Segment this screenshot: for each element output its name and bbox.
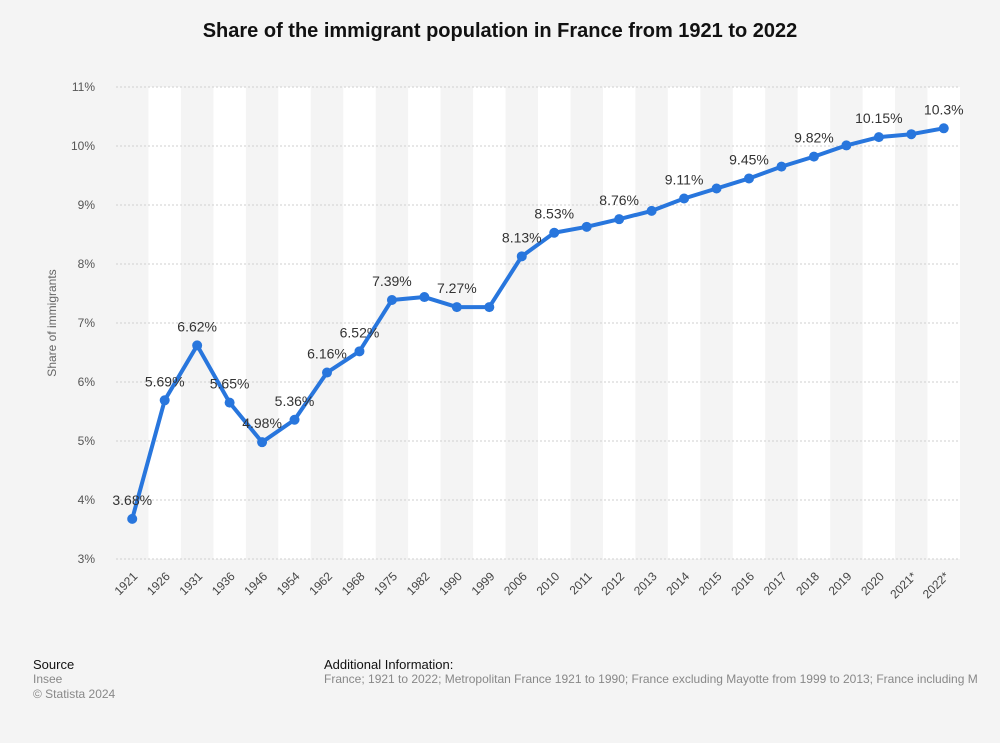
x-tick-label: 1982 <box>404 569 433 598</box>
data-point <box>159 395 170 406</box>
x-tick-label: 1975 <box>371 569 400 598</box>
data-point <box>549 227 560 238</box>
data-point <box>354 346 365 357</box>
column-band <box>862 87 896 559</box>
data-point <box>484 302 495 313</box>
x-tick-label: 2010 <box>534 569 563 598</box>
data-label: 5.69% <box>145 373 185 389</box>
data-point <box>873 132 884 143</box>
x-tick-label: 2015 <box>696 569 725 598</box>
x-tick-label: 1931 <box>176 569 205 598</box>
data-label: 9.82% <box>794 130 834 146</box>
y-axis-title: Share of immigrants <box>45 269 59 376</box>
data-point <box>192 340 203 351</box>
data-label: 7.27% <box>437 280 477 296</box>
series-line <box>130 126 946 521</box>
data-point <box>386 294 397 305</box>
data-point <box>679 193 690 204</box>
copyright-text: © Statista 2024 <box>33 687 116 701</box>
data-point <box>224 397 235 408</box>
data-label: 10.3% <box>924 101 964 117</box>
data-point <box>516 251 527 262</box>
data-label: 9.45% <box>729 151 769 167</box>
source-name: Insee <box>33 672 63 686</box>
data-label: 3.68% <box>112 492 152 508</box>
data-label: 6.62% <box>177 318 217 334</box>
data-point <box>938 123 949 134</box>
data-point <box>581 221 592 232</box>
data-label: 5.65% <box>210 376 250 392</box>
x-tick-label: 1936 <box>209 569 238 598</box>
data-label: 8.13% <box>502 229 542 245</box>
x-tick-label: 1990 <box>436 569 465 598</box>
data-label: 7.39% <box>372 273 412 289</box>
data-label: 6.52% <box>340 324 380 340</box>
x-tick-label: 2021* <box>887 569 919 601</box>
data-point <box>808 151 819 162</box>
data-label: 4.98% <box>242 415 282 431</box>
y-tick-label: 3% <box>78 552 96 566</box>
x-tick-label: 1926 <box>144 569 173 598</box>
x-tick-label: 1962 <box>306 569 335 598</box>
data-label: 8.76% <box>599 192 639 208</box>
x-tick-label: 1921 <box>112 569 141 598</box>
x-tick-label: 1999 <box>469 569 498 598</box>
y-tick-label: 9% <box>78 198 96 212</box>
data-point <box>451 302 462 313</box>
data-label: 5.36% <box>275 393 315 409</box>
additional-info-block: Additional Information: France; 1921 to … <box>324 657 1000 687</box>
x-tick-label: 2016 <box>728 569 757 598</box>
x-tick-label: 2006 <box>501 569 530 598</box>
y-tick-label: 10% <box>71 139 95 153</box>
y-tick-label: 5% <box>78 434 96 448</box>
data-point <box>841 140 852 151</box>
x-tick-label: 2022* <box>920 569 952 601</box>
x-tick-label: 2018 <box>793 569 822 598</box>
data-point <box>614 214 625 225</box>
y-tick-label: 6% <box>78 375 96 389</box>
data-label: 9.11% <box>665 172 704 188</box>
chart-title: Share of the immigrant population in Fra… <box>202 20 798 42</box>
y-tick-label: 8% <box>78 257 96 271</box>
x-tick-label: 1968 <box>339 569 368 598</box>
y-tick-label: 11% <box>72 80 95 94</box>
x-tick-label: 1946 <box>241 569 270 598</box>
y-tick-label: 7% <box>78 316 96 330</box>
data-point <box>711 183 722 194</box>
additional-info-heading: Additional Information: <box>324 657 454 672</box>
data-point <box>744 173 754 184</box>
x-tick-label: 2017 <box>761 569 790 598</box>
data-point <box>127 513 138 524</box>
x-tick-label: 2013 <box>631 569 660 598</box>
x-tick-label: 2020 <box>858 569 887 598</box>
column-band <box>602 87 636 559</box>
x-tick-label: 2014 <box>663 569 692 598</box>
x-tick-label: 1954 <box>274 569 303 598</box>
source-heading: Source <box>33 657 75 672</box>
data-point <box>289 414 300 425</box>
data-point <box>776 161 787 172</box>
data-point <box>257 437 268 448</box>
data-point <box>322 367 332 378</box>
data-point <box>906 129 917 140</box>
source-block: Source Insee © Statista 2024 <box>33 657 115 702</box>
x-tick-label: 2011 <box>567 569 595 597</box>
line-chart: 3% 4% 5% 6% 7% 8% 9% 10% 11% Share of immigrants 1… <box>45 80 964 601</box>
x-tick-label: 2012 <box>598 569 627 598</box>
additional-info-text: France; 1921 to 2022; Metropolitan Franc… <box>324 672 978 686</box>
y-tick-label: 4% <box>78 493 96 507</box>
data-point <box>419 292 430 303</box>
data-label: 10.15% <box>855 110 902 126</box>
data-point <box>646 205 657 216</box>
data-label: 8.53% <box>534 206 574 222</box>
x-tick-label: 2019 <box>826 569 855 598</box>
data-label: 6.16% <box>307 346 347 362</box>
